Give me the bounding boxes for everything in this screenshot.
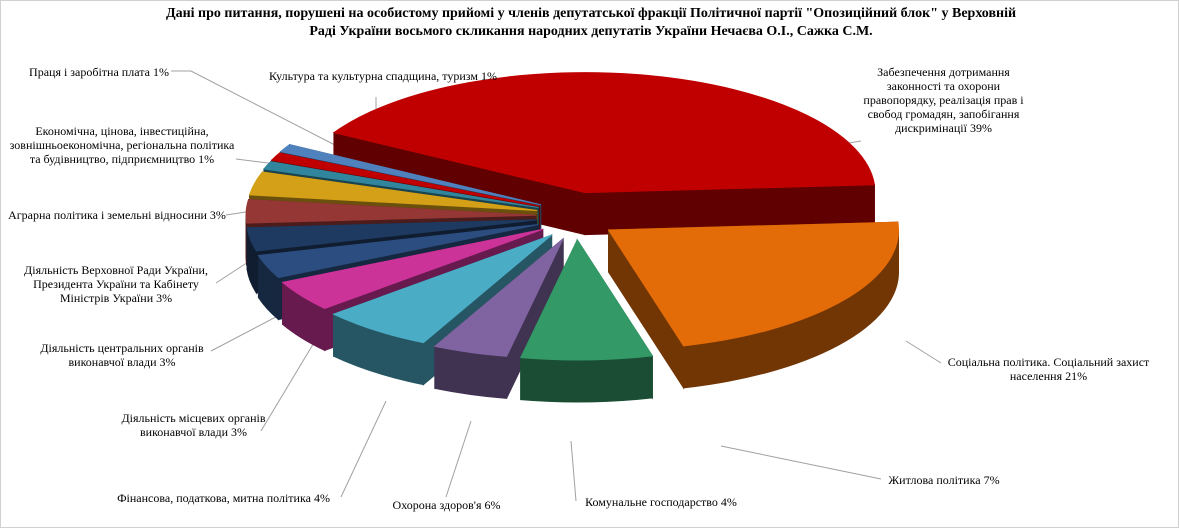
category-label: Соціальна політика. Соціальний захист на… bbox=[947, 355, 1150, 383]
leader-line bbox=[445, 420, 472, 498]
slice bbox=[270, 152, 540, 207]
slice bbox=[607, 221, 899, 347]
category-label: Праця і заробітна плата bbox=[29, 65, 150, 79]
slice bbox=[433, 238, 564, 357]
value-label: 3% bbox=[230, 425, 247, 439]
category-label: Діяльність Верховної Ради України, Прези… bbox=[24, 263, 208, 305]
slice bbox=[263, 161, 539, 209]
data-label: Діяльність місцевих органів виконавчої в… bbox=[106, 411, 281, 439]
slice bbox=[332, 72, 876, 194]
value-label: 4% bbox=[720, 495, 737, 509]
category-label: Охорона здоров'я bbox=[392, 498, 482, 512]
slice bbox=[257, 223, 539, 279]
data-label: Охорона здоров'я 6% bbox=[384, 498, 509, 512]
value-label: 1% bbox=[480, 69, 497, 83]
value-label: 3% bbox=[159, 355, 176, 369]
value-label: 6% bbox=[484, 498, 501, 512]
value-label: 21% bbox=[1065, 369, 1088, 383]
chart-title: Дані про питання, порушені на особистому… bbox=[165, 6, 1017, 39]
category-label: Комунальне господарство bbox=[585, 495, 718, 509]
slice bbox=[281, 228, 543, 309]
leader-line bbox=[570, 440, 577, 502]
data-label: Житлова політика 7% bbox=[879, 473, 1009, 487]
value-label: 1% bbox=[198, 152, 215, 166]
leader-line bbox=[720, 445, 882, 480]
category-label: Аграрна політика і земельні відносини bbox=[8, 208, 207, 222]
data-label: Економічна, цінова, інвестиційна, зовніш… bbox=[6, 124, 238, 166]
value-label: 7% bbox=[983, 473, 1000, 487]
data-label: Діяльність Верховної Ради України, Прези… bbox=[11, 263, 221, 305]
value-label: 39% bbox=[969, 121, 992, 135]
category-label: Економічна, цінова, інвестиційна, зовніш… bbox=[9, 124, 235, 166]
value-label: 1% bbox=[152, 65, 169, 79]
data-label: Діяльність центральних органів виконавчо… bbox=[31, 341, 213, 369]
slice bbox=[248, 171, 538, 212]
leader-line bbox=[905, 340, 942, 364]
slice bbox=[332, 234, 552, 344]
category-label: Житлова політика bbox=[888, 473, 981, 487]
leader-line bbox=[171, 70, 367, 162]
slice bbox=[245, 199, 537, 224]
data-label: Фінансова, податкова, митна політика 4% bbox=[101, 491, 346, 505]
data-label: Забезпечення дотримання законності та ох… bbox=[851, 65, 1036, 135]
value-label: 4% bbox=[313, 491, 330, 505]
slice bbox=[519, 238, 654, 361]
category-label: Діяльність місцевих органів виконавчої в… bbox=[121, 411, 266, 439]
slice-wall bbox=[520, 355, 653, 403]
value-label: 3% bbox=[209, 208, 226, 222]
data-label: Культура та культурна спадщина, туризм 1… bbox=[263, 69, 503, 83]
pie bbox=[245, 72, 900, 403]
category-label: Діяльність центральних органів виконавчо… bbox=[40, 341, 204, 369]
data-label: Соціальна політика. Соціальний захист на… bbox=[936, 355, 1161, 383]
slice bbox=[246, 219, 537, 252]
leader-line bbox=[340, 400, 387, 498]
data-label: Аграрна політика і земельні відносини 3% bbox=[3, 208, 231, 222]
category-label: Забезпечення дотримання законності та ох… bbox=[863, 65, 1024, 135]
data-label: Комунальне господарство 4% bbox=[571, 495, 751, 509]
category-label: Фінансова, податкова, митна політика bbox=[117, 491, 311, 505]
value-label: 3% bbox=[156, 291, 173, 305]
slice bbox=[279, 144, 541, 206]
category-label: Культура та культурна спадщина, туризм bbox=[269, 69, 478, 83]
leader-line bbox=[260, 330, 322, 432]
data-label: Праця і заробітна плата 1% bbox=[19, 65, 179, 79]
